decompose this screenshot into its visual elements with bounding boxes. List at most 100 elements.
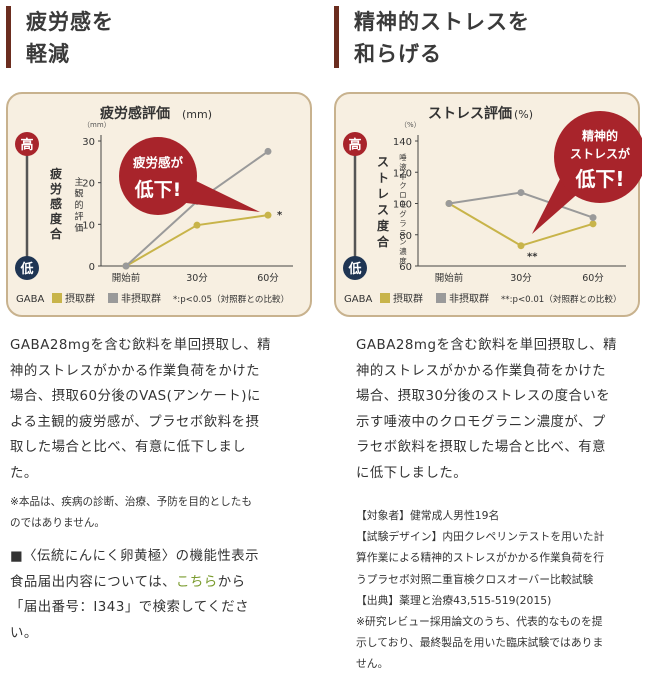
high-badge bbox=[15, 132, 39, 156]
axis-side-char: 疲 bbox=[50, 166, 62, 181]
info-line: ■〈伝統にんにく卵黄極〉の機能性表示 bbox=[10, 549, 260, 564]
left-disclaimer: ※本品は、疾病の診断、治療、予防を目的としたも のではありません。 bbox=[10, 492, 310, 534]
left-heading-line1: 疲労感を bbox=[26, 10, 114, 34]
axis-desc-char: ラ bbox=[399, 219, 406, 228]
legend-swatch-not-taken bbox=[436, 293, 446, 303]
callout-text: 疲労感が bbox=[133, 155, 184, 170]
axis-side-char: レ bbox=[377, 187, 389, 201]
high-label: 高 bbox=[348, 137, 361, 153]
axis-desc-char: ク bbox=[399, 181, 406, 190]
heading-bar bbox=[334, 6, 339, 68]
axis-desc-char: ン bbox=[399, 238, 406, 247]
axis-desc-char: 度 bbox=[399, 256, 407, 265]
axis-desc-char: ニ bbox=[399, 228, 406, 237]
callout-tail bbox=[178, 178, 260, 212]
disclaimer-line: ※本品は、疾病の診断、治療、予防を目的としたも bbox=[10, 496, 252, 508]
high-label: 高 bbox=[20, 137, 33, 153]
note-line: 【対象者】健常成人男性19名 bbox=[356, 509, 500, 522]
info-text: から bbox=[217, 574, 246, 590]
data-point bbox=[122, 262, 130, 270]
axis-desc-char: グ bbox=[399, 209, 407, 218]
x-tick-label: 開始前 bbox=[435, 272, 464, 284]
callout-bubble bbox=[119, 137, 197, 215]
low-badge bbox=[15, 256, 39, 280]
axis-side-char: 感 bbox=[50, 196, 62, 211]
significance-mark: * bbox=[277, 210, 283, 221]
significance-mark: ** bbox=[527, 252, 538, 263]
right-para-line: ラセボ飲料を摂取した場合と比べ、有意 bbox=[356, 440, 607, 455]
low-badge bbox=[343, 256, 367, 280]
callout-text: 低下! bbox=[574, 167, 624, 191]
callout-bubble bbox=[554, 111, 642, 203]
right-paragraph: GABA28mgを含む飲料を単回摂取し、精 神的ストレスがかかる作業負荷をかけた… bbox=[356, 333, 646, 486]
left-info: ■〈伝統にんにく卵黄極〉の機能性表示 食品届出内容については、こちらから 「届出… bbox=[10, 544, 310, 646]
x-tick-label: 開始前 bbox=[112, 272, 141, 284]
y-tick-label: 30 bbox=[82, 137, 95, 148]
legend-swatch-taken bbox=[52, 293, 62, 303]
note-line: 【出典】薬理と治療43,515-519(2015) bbox=[356, 593, 552, 607]
x-tick-label: 30分 bbox=[510, 273, 532, 284]
left-paragraph: GABA28mgを含む飲料を単回摂取し、精 神的ストレスがかかる作業負荷をかけた… bbox=[10, 333, 310, 486]
left-heading-line2: 軽減 bbox=[26, 42, 70, 66]
heading-bar bbox=[6, 6, 11, 68]
legend-not-taken: 非摂取群 bbox=[121, 292, 161, 305]
right-column: 精神的ストレスを 和らげる ストレス評価 (%) （%） 60 80 100 120 140 開… bbox=[334, 0, 644, 670]
callout-text: 精神的 bbox=[582, 128, 618, 143]
axis-side-char: ス bbox=[377, 203, 389, 217]
x-tick-label: 60分 bbox=[582, 273, 604, 284]
axis-side-char: 度 bbox=[50, 211, 63, 226]
y-tick-label: 10 bbox=[82, 220, 95, 231]
note-line: 【試験デザイン】内田クレペリンテストを用いた計 bbox=[356, 530, 605, 544]
chart-title: 疲労感評価 bbox=[100, 105, 170, 122]
low-label: 低 bbox=[347, 261, 361, 277]
y-tick-label: 100 bbox=[393, 200, 412, 211]
axis-side-char: 合 bbox=[50, 226, 63, 241]
left-heading: 疲労感を 軽減 bbox=[6, 0, 316, 78]
axis-side-char: ス bbox=[377, 155, 389, 169]
callout-text: ストレスが bbox=[570, 146, 630, 161]
axis-desc-char: 観 bbox=[74, 188, 83, 200]
fatigue-chart-panel: 疲労感評価 (mm) （mm） 0 10 20 30 開始前 30分 60分 高低 疲労感度合 主観的評… bbox=[6, 92, 312, 317]
y-unit-label: （%） bbox=[400, 121, 421, 129]
y-tick-label: 60 bbox=[399, 262, 412, 273]
legend-significance: *:p<0.05（対照群との比較） bbox=[173, 293, 289, 305]
disclaimer-line: のではありません。 bbox=[10, 517, 106, 529]
info-line: 食品届出内容については、こちらから bbox=[10, 570, 310, 596]
axis-desc-char: 濃 bbox=[399, 247, 407, 256]
left-column: 疲労感を 軽減 疲労感評価 (mm) （mm） 0 10 20 30 開始前 30分 60分高低疲… bbox=[6, 0, 316, 641]
y-tick-label: 0 bbox=[89, 262, 95, 273]
x-tick-label: 30分 bbox=[186, 273, 208, 284]
note-line: うプラセボ対照二重盲検クロスオーバー比較試験 bbox=[356, 572, 594, 586]
data-point bbox=[589, 214, 597, 222]
y-tick-label: 120 bbox=[393, 168, 412, 179]
note-line: せん。 bbox=[356, 657, 389, 671]
axis-desc-char: 中 bbox=[399, 172, 406, 181]
right-para-line: 場合、摂取30分後のストレスの度合いを bbox=[356, 389, 611, 404]
chart-title: ストレス評価 bbox=[428, 105, 512, 122]
data-point bbox=[264, 147, 272, 155]
low-label: 低 bbox=[19, 261, 33, 277]
right-para-line: GABA28mgを含む飲料を単回摂取し、精 bbox=[356, 338, 618, 353]
axis-side-char: 度 bbox=[377, 218, 390, 233]
y-tick-label: 140 bbox=[393, 137, 412, 148]
high-badge bbox=[343, 132, 367, 156]
note-line: ※研究レビュー採用論文のうち、代表的なものを提 bbox=[356, 615, 603, 629]
left-para-line: 神的ストレスがかかる作業負荷をかけた bbox=[10, 363, 261, 379]
info-line: い。 bbox=[10, 625, 38, 641]
legend-significance: **:p<0.01（対照群との比較） bbox=[501, 293, 622, 305]
axis-desc-char: モ bbox=[399, 200, 406, 209]
note-line: 示しており、最終製品を用いた臨床試験ではありま bbox=[356, 636, 604, 650]
stress-chart-panel: ストレス評価 (%) （%） 60 80 100 120 140 開始前 30分 60分高低ストレス… bbox=[334, 92, 642, 317]
axis-side-char: 合 bbox=[377, 234, 390, 249]
axis-side-char: 労 bbox=[50, 181, 62, 196]
y-tick-label: 20 bbox=[82, 179, 95, 190]
left-para-line: 取した場合と比べ、有意に低下しまし bbox=[10, 440, 247, 455]
legend-prefix: GABA bbox=[344, 294, 372, 305]
legend-not-taken: 非摂取群 bbox=[449, 292, 489, 305]
chart-unit: (mm) bbox=[182, 108, 212, 121]
data-point bbox=[264, 211, 272, 219]
axis-desc-char: 評 bbox=[74, 211, 83, 223]
search-link[interactable]: こちら bbox=[176, 574, 218, 590]
right-heading-line1: 精神的ストレスを bbox=[354, 10, 530, 34]
